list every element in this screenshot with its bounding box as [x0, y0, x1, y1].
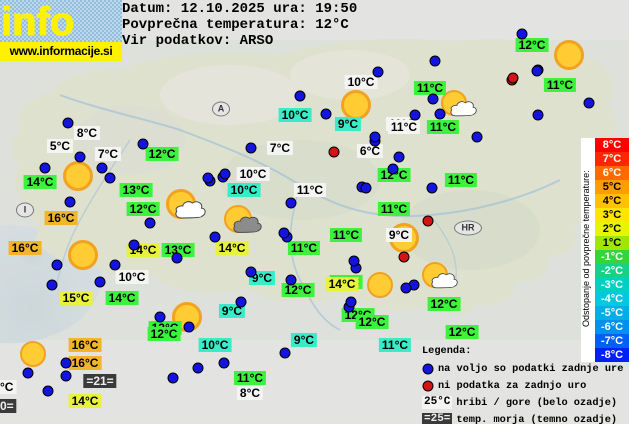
svg-text:info: info: [1, 0, 74, 42]
